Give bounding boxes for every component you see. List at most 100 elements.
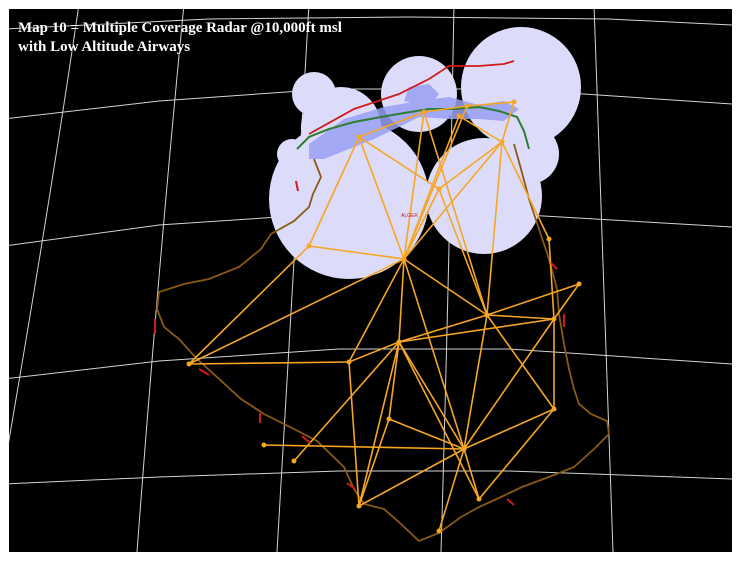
airway-segment bbox=[388, 341, 400, 420]
radar-coverage-area bbox=[499, 124, 559, 184]
country-border bbox=[156, 143, 610, 543]
airway-waypoint bbox=[484, 312, 490, 318]
fir-boundary bbox=[308, 60, 515, 135]
airway-segment bbox=[423, 105, 468, 113]
airway-segment bbox=[423, 111, 488, 316]
airway-segment bbox=[486, 314, 555, 410]
airway-segment bbox=[463, 448, 480, 500]
airway-waypoint bbox=[551, 406, 557, 412]
airway-waypoint bbox=[464, 103, 470, 109]
airway-waypoint bbox=[436, 186, 442, 192]
map-title-line-1: Map 10 = Multiple Coverage Radar @10,000… bbox=[18, 20, 342, 36]
radar-coverage-area bbox=[292, 72, 336, 116]
airway-waypoint bbox=[306, 243, 312, 249]
airway-segment bbox=[398, 341, 480, 500]
airway-segment bbox=[398, 314, 488, 343]
airway-waypoint bbox=[356, 503, 362, 509]
airway-waypoint bbox=[456, 113, 462, 119]
airway-segment bbox=[486, 141, 503, 316]
airway-waypoint bbox=[396, 339, 402, 345]
airway-segment bbox=[358, 136, 440, 190]
airway-segment bbox=[548, 238, 555, 320]
airway-segment bbox=[438, 141, 503, 190]
airway-segment bbox=[403, 141, 503, 260]
airway-waypoints bbox=[186, 99, 582, 534]
airway-segment bbox=[403, 258, 488, 316]
graticule-parallel bbox=[9, 348, 732, 379]
airway-segment bbox=[398, 318, 555, 343]
airway-segment bbox=[458, 115, 503, 143]
airway-waypoint bbox=[576, 281, 582, 287]
airway-segment bbox=[358, 418, 390, 507]
airway-waypoint bbox=[356, 134, 362, 140]
graticule-meridian bbox=[136, 9, 185, 552]
airway-segment bbox=[478, 408, 555, 500]
airway-waypoint bbox=[291, 458, 297, 464]
airway-segment bbox=[486, 314, 555, 320]
airway-segment bbox=[348, 258, 405, 363]
airway-segment bbox=[348, 341, 400, 363]
airway-waypoint bbox=[436, 528, 442, 534]
airway-segment bbox=[463, 318, 555, 450]
boundary-marker bbox=[506, 498, 515, 506]
boundary-marker bbox=[301, 435, 311, 444]
airway-segment bbox=[466, 101, 515, 107]
airway-waypoint bbox=[476, 496, 482, 502]
airway-waypoint bbox=[499, 139, 505, 145]
map-canvas: ALGER Map 10 = Multiple Coverage Radar @… bbox=[9, 9, 732, 552]
airway-waypoint bbox=[421, 109, 427, 115]
boundary-marker bbox=[550, 262, 558, 270]
airway-segment bbox=[358, 136, 405, 260]
airway-segment bbox=[358, 341, 400, 507]
airway-segment bbox=[403, 188, 440, 260]
airway-waypoint bbox=[551, 316, 557, 322]
boundary-marker bbox=[346, 482, 356, 490]
airway-segment bbox=[403, 115, 460, 260]
airway-waypoint bbox=[261, 442, 267, 448]
airway-segment bbox=[188, 245, 310, 365]
airway-segment bbox=[188, 258, 405, 365]
airway-waypoint bbox=[461, 446, 467, 452]
airway-segment bbox=[358, 448, 465, 507]
graticule-meridian bbox=[593, 9, 614, 552]
airway-segment bbox=[403, 111, 425, 260]
graticule-parallel bbox=[9, 470, 732, 485]
low-altitude-airways bbox=[188, 101, 580, 532]
airway-waypoint bbox=[546, 236, 552, 242]
airway-segment bbox=[553, 283, 580, 320]
airway-segment bbox=[308, 245, 405, 260]
airway-segment bbox=[263, 444, 465, 450]
boundary-marker bbox=[198, 368, 210, 376]
graticule-meridian bbox=[9, 9, 79, 443]
graticule-parallel bbox=[9, 16, 732, 30]
sea-area bbox=[404, 84, 439, 107]
map-title-line-2: with Low Altitude Airways bbox=[18, 39, 191, 55]
airway-segment bbox=[388, 418, 465, 450]
coastline bbox=[296, 105, 530, 150]
airway-waypoint bbox=[186, 361, 192, 367]
city-label-algiers: ALGER bbox=[401, 213, 418, 219]
airway-waypoint bbox=[346, 359, 352, 365]
airway-segment bbox=[501, 101, 515, 143]
airway-segment bbox=[398, 258, 405, 343]
airway-waypoint bbox=[386, 416, 392, 422]
map-title: Map 10 = Multiple Coverage Radar @10,000… bbox=[18, 19, 342, 57]
radar-coverage-map: ALGER bbox=[9, 9, 732, 552]
airway-segment bbox=[403, 258, 465, 450]
graticule-grid bbox=[9, 9, 732, 552]
airway-waypoint bbox=[511, 99, 517, 105]
boundary-marker bbox=[295, 180, 299, 192]
airway-segment bbox=[188, 361, 350, 365]
airway-segment bbox=[463, 408, 555, 450]
airway-segment bbox=[358, 111, 425, 138]
boundary-markers bbox=[154, 180, 565, 506]
airway-waypoint bbox=[401, 256, 407, 262]
airway-segment bbox=[398, 341, 465, 450]
airway-segment bbox=[463, 314, 488, 450]
airway-segment bbox=[308, 136, 360, 247]
airway-segment bbox=[486, 283, 580, 316]
airway-segment bbox=[501, 141, 550, 240]
airway-segment bbox=[348, 361, 360, 507]
airway-segment bbox=[438, 188, 488, 316]
airway-segment bbox=[293, 341, 400, 462]
